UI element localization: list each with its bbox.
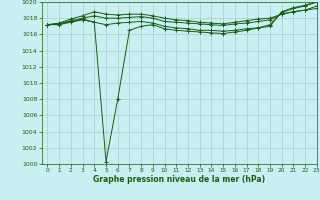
X-axis label: Graphe pression niveau de la mer (hPa): Graphe pression niveau de la mer (hPa)	[93, 175, 265, 184]
